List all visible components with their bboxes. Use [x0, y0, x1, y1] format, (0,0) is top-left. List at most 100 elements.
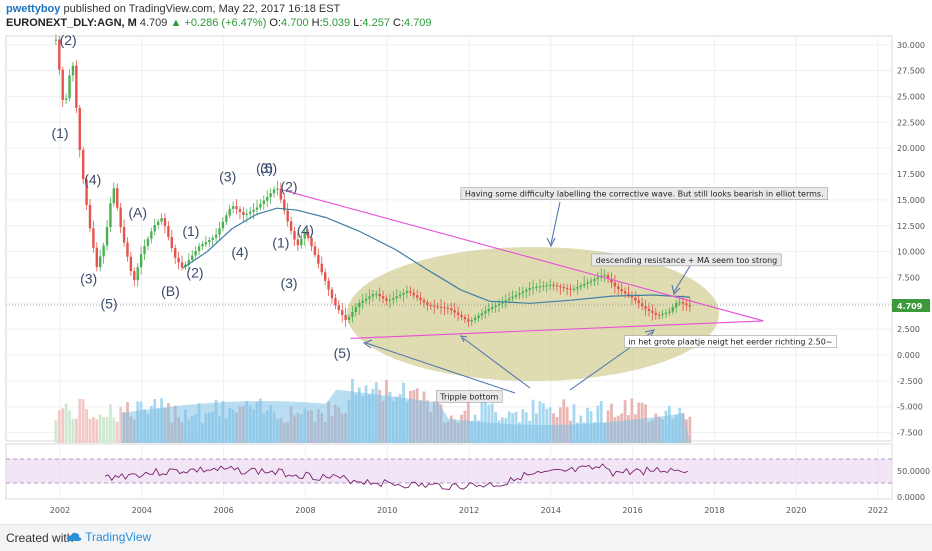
y-tick-label: 22.500	[897, 118, 925, 127]
candle-body	[364, 298, 368, 301]
candle-body	[378, 293, 381, 297]
annotation-box	[591, 253, 782, 267]
candle-body	[402, 292, 405, 295]
y-tick-label: 15.000	[897, 196, 925, 205]
candle-body	[313, 246, 317, 256]
trendline[interactable]	[350, 320, 764, 340]
rsi-tick-label: 50.0000	[897, 467, 930, 476]
volume-bar	[64, 403, 68, 443]
candle-body	[528, 288, 531, 290]
low-value: 4.257	[362, 17, 390, 29]
candle-body	[463, 316, 467, 320]
candle-body	[606, 275, 610, 279]
wave-label: (1)	[182, 223, 199, 239]
x-tick-label: 2002	[50, 506, 70, 515]
candle-body	[310, 237, 313, 247]
candle-body	[531, 287, 535, 289]
rsi-line	[104, 463, 688, 490]
candle-body	[490, 307, 494, 309]
candle-body	[521, 291, 525, 294]
candle-body	[671, 307, 675, 312]
wave-label: (2)	[60, 32, 77, 48]
low-label: L:	[353, 17, 363, 29]
volume-bar	[102, 417, 106, 443]
wave-label: (5)	[334, 345, 351, 361]
candle-body	[675, 302, 678, 308]
candle-body	[436, 306, 439, 308]
y-tick-label: -7.500	[897, 429, 923, 438]
candle-body	[613, 282, 617, 287]
tradingview-logo[interactable]: TradingView	[66, 530, 151, 544]
volume-bar	[538, 401, 542, 443]
candle-body	[552, 284, 555, 286]
candle-body	[75, 65, 78, 108]
annotation-text: in het grote plaatje neigt het eerder ri…	[628, 338, 832, 347]
candle-body	[293, 230, 296, 240]
y-tick-label: 25.000	[897, 93, 925, 102]
candle-body	[651, 310, 654, 313]
rsi-indicator: 50.0000 0.0000	[6, 458, 930, 502]
candle-body	[341, 310, 344, 316]
x-tick-label: 2018	[704, 506, 724, 515]
trendline[interactable]	[280, 189, 764, 322]
y-tick-label: 10.000	[897, 248, 925, 257]
candle-body	[99, 256, 102, 268]
candle-body	[439, 306, 443, 308]
y-tick-label: -2.500	[897, 377, 923, 386]
annotation-note[interactable]: Having some difficulty labelling the cor…	[460, 187, 828, 200]
candle-body	[88, 205, 92, 229]
candle-body	[320, 263, 323, 273]
volume-bar	[541, 403, 545, 443]
candle-body	[398, 294, 402, 297]
candle-body	[565, 287, 569, 289]
candle-body	[446, 307, 450, 309]
rsi-band	[6, 459, 892, 483]
volume-bar	[81, 399, 85, 443]
volume-bar	[95, 419, 99, 443]
candle-body	[678, 302, 681, 304]
volume-bar	[109, 404, 112, 443]
symbol-label[interactable]: EURONEXT_DLY:AGN, M	[6, 17, 137, 29]
y-tick-label: 17.500	[897, 170, 925, 179]
high-value: 5.039	[322, 17, 351, 29]
open-value: 4.700	[281, 17, 309, 29]
candle-body	[54, 39, 58, 41]
candle-body	[419, 297, 422, 301]
candle-body	[116, 188, 119, 208]
candle-body	[525, 289, 528, 292]
arrow-head	[546, 237, 556, 248]
volume-bar	[57, 410, 61, 443]
author-link[interactable]: pwettyboy	[6, 3, 61, 15]
arrow	[365, 342, 516, 394]
candle-body	[85, 179, 88, 206]
candle-body	[538, 286, 542, 288]
annotation-note[interactable]: in het grote plaatje neigt het eerder ri…	[624, 335, 837, 348]
candlesticks	[54, 34, 692, 327]
candle-body	[487, 308, 490, 312]
wave-label: (3)	[256, 160, 273, 176]
moving-average-line	[182, 207, 690, 304]
candle-body	[95, 247, 99, 268]
volume-ma-area	[121, 389, 690, 443]
candle-body	[248, 211, 252, 214]
candle-body	[276, 188, 279, 190]
candle-body	[228, 208, 231, 216]
wave-label: (5)	[101, 295, 118, 311]
candle-body	[593, 279, 596, 281]
y-tick-label: 27.500	[897, 67, 925, 76]
candle-body	[102, 245, 105, 257]
volume-bar	[74, 418, 78, 443]
y-tick-label: 2.500	[897, 325, 920, 334]
candle-body	[245, 213, 248, 215]
volume-bar	[562, 399, 566, 443]
arrow-head	[362, 339, 373, 349]
candle-body	[361, 300, 364, 303]
annotation-note[interactable]: descending resistance + MA seem too stro…	[591, 253, 782, 267]
volume-bar	[78, 398, 82, 443]
close-value: 4.709	[404, 17, 432, 29]
candle-body	[252, 209, 255, 212]
arrow	[462, 337, 531, 389]
candle-body	[545, 285, 548, 287]
candle-body	[668, 311, 671, 313]
annotation-note[interactable]: Tripple bottom	[435, 390, 503, 403]
